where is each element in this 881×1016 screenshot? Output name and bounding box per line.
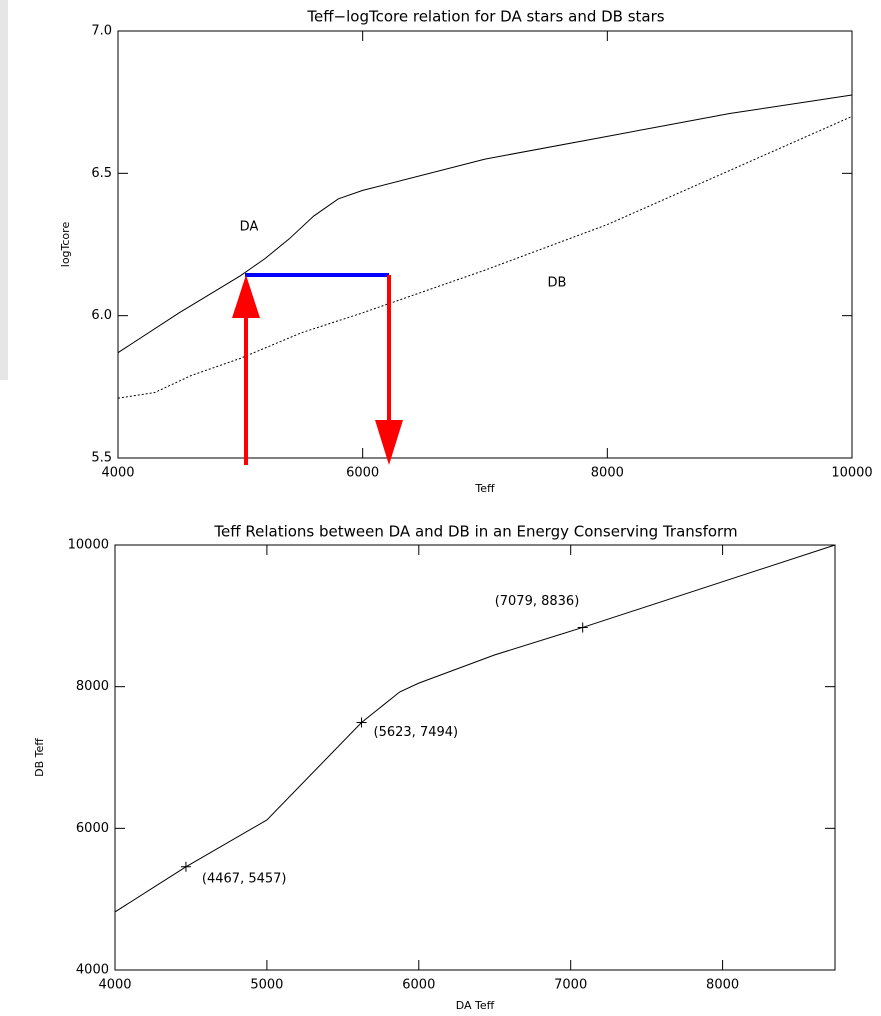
y-tick-label: 6000 (76, 821, 109, 836)
x-tick-label: 7000 (554, 978, 587, 993)
y-tick-label: 5.5 (91, 451, 112, 466)
point-label: (7079, 8836) (495, 594, 580, 609)
red-arrow-down-head (375, 420, 403, 465)
line-series (117, 94, 853, 354)
x-tick-label: 4000 (98, 978, 131, 993)
y-axis-label: DB Teff (33, 738, 46, 777)
annotation: DA (240, 220, 259, 235)
y-tick-label: 4000 (76, 963, 109, 978)
x-tick-label: 4000 (101, 466, 134, 481)
y-tick-label: 8000 (76, 679, 109, 694)
x-tick-label: 6000 (346, 466, 379, 481)
y-axis-label: logTcore (59, 222, 72, 268)
background-strip (0, 0, 8, 380)
annotation: DB (548, 276, 567, 291)
x-tick-label: 6000 (402, 978, 435, 993)
plot-frame (114, 544, 836, 971)
x-tick-label: 8000 (591, 466, 624, 481)
y-tick-label: 6.5 (91, 166, 112, 181)
x-tick-label: 10000 (831, 466, 872, 481)
x-tick-label: 5000 (250, 978, 283, 993)
x-tick-label: 8000 (706, 978, 739, 993)
plot-frame (117, 30, 853, 459)
y-tick-label: 7.0 (91, 24, 112, 39)
x-axis-label: Teff (474, 482, 495, 495)
x-axis-label: DA Teff (456, 999, 495, 1012)
line-series (117, 115, 853, 399)
point-label: (5623, 7494) (374, 725, 459, 740)
chart-title: Teff Relations between DA and DB in an E… (213, 523, 737, 541)
line-series (114, 544, 836, 913)
red-arrow-up-head (232, 275, 260, 318)
point-label: (4467, 5457) (202, 871, 287, 886)
chart-title: Teff−logTcore relation for DA stars and … (306, 8, 664, 26)
y-tick-label: 10000 (68, 538, 109, 553)
y-tick-label: 6.0 (91, 308, 112, 323)
